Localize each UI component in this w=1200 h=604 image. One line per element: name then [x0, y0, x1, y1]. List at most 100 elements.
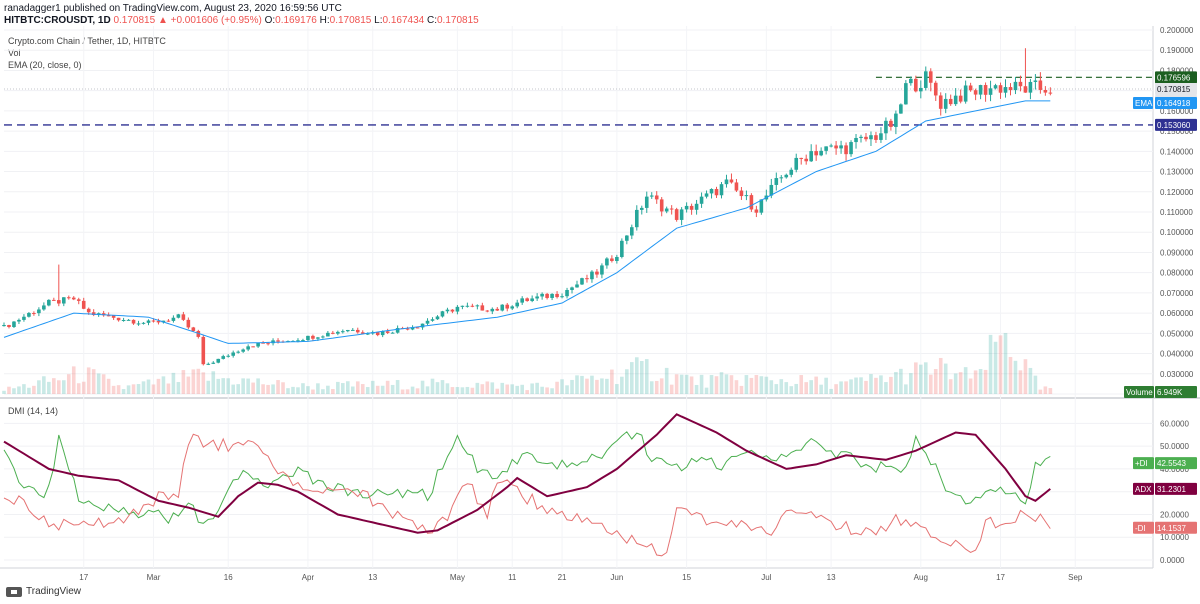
candle-body — [181, 314, 186, 320]
volume-bar — [460, 387, 465, 394]
dmi-tick-label: 20.0000 — [1160, 510, 1189, 519]
volume-bar — [978, 369, 983, 394]
price-tick-label: 0.080000 — [1160, 269, 1194, 278]
candle-body — [91, 312, 96, 316]
candle-body — [983, 85, 988, 95]
candle-body — [899, 104, 903, 114]
candle-body — [61, 297, 66, 304]
candle-body — [540, 293, 544, 297]
volume-bar — [859, 377, 863, 394]
candle-body — [879, 133, 883, 140]
candle-body — [440, 311, 445, 317]
volume-bar — [1008, 356, 1013, 394]
volume-bar — [350, 386, 355, 394]
candle-body — [694, 203, 699, 210]
price-tick-label: 0.160000 — [1160, 107, 1194, 116]
volume-bar — [370, 380, 375, 394]
candle-body — [734, 182, 739, 191]
volume-bar — [739, 385, 744, 394]
adx-value-tag: 31.2301 — [1157, 485, 1186, 494]
volume-bar — [943, 363, 948, 394]
candle-body — [585, 278, 589, 280]
volume-bar — [864, 380, 868, 394]
candle-body — [560, 296, 564, 298]
volume-bar — [585, 378, 589, 394]
candle-body — [415, 327, 420, 329]
candle-body — [555, 293, 559, 298]
candle-body — [111, 315, 116, 318]
candle-body — [714, 188, 719, 196]
volume-bar — [151, 384, 156, 394]
minus-di-value-tag: 14.1537 — [1157, 524, 1186, 533]
volume-bar — [32, 385, 36, 394]
volume-bar — [61, 380, 66, 394]
candle-body — [894, 113, 898, 127]
candle-body — [590, 271, 594, 280]
candle-body — [306, 335, 310, 341]
volume-bar — [121, 389, 126, 394]
volume-bar — [625, 369, 629, 394]
volume-bar — [171, 372, 176, 394]
minus-di-name-tag: -DI — [1135, 524, 1146, 533]
candle-body — [500, 304, 505, 311]
volume-bar — [664, 367, 669, 394]
volume-bar — [679, 374, 684, 394]
volume-bar — [286, 388, 290, 394]
candle-body — [649, 195, 654, 197]
volume-bar — [211, 371, 216, 394]
candle-body — [42, 305, 46, 310]
time-tick-label: 11 — [508, 573, 517, 582]
volume-bar — [136, 384, 141, 394]
candle-body — [1038, 80, 1043, 90]
volume-bar — [968, 378, 973, 394]
adx-value-tag-bg — [1155, 482, 1197, 495]
volume-bar — [699, 374, 704, 394]
candle-body — [261, 342, 265, 344]
candle-body — [2, 325, 6, 327]
price-tick-label: 0.050000 — [1160, 329, 1194, 338]
resistance-tag: 0.176596 — [1157, 73, 1191, 82]
candle-body — [350, 329, 355, 331]
candle-body — [321, 336, 325, 338]
volume-bar — [196, 368, 201, 394]
volume-bar — [336, 381, 340, 394]
volume-bar — [923, 362, 928, 394]
candle-body — [455, 306, 460, 312]
candle-body — [231, 352, 235, 356]
volume-bar — [1013, 360, 1018, 394]
volume-bar — [729, 375, 734, 394]
volume-bar — [1048, 388, 1053, 394]
candle-body — [654, 195, 659, 200]
volume-bar — [904, 384, 908, 394]
volume-bar — [420, 380, 425, 394]
candle-body — [201, 336, 206, 365]
candle-body — [156, 320, 161, 323]
volume-bar — [2, 390, 6, 394]
high-label: H: — [319, 15, 330, 26]
volume-bar — [829, 388, 833, 394]
candle-body — [266, 343, 270, 345]
candle-body — [634, 209, 639, 228]
volume-bar — [425, 386, 430, 394]
close-label: C: — [427, 15, 437, 26]
volume-bar — [779, 379, 784, 394]
time-tick-label: Sep — [1068, 573, 1083, 582]
volume-bar — [993, 341, 998, 394]
volume-bar — [375, 385, 380, 394]
candle-body — [1003, 87, 1008, 93]
volume-bar — [435, 382, 440, 394]
horizontal-levels[interactable] — [4, 76, 1153, 126]
volume-bar — [201, 372, 206, 394]
candle-body — [12, 321, 16, 328]
volume-bar — [176, 382, 181, 394]
candle-body — [834, 145, 838, 149]
low-label: L: — [374, 15, 383, 26]
candle-body — [884, 120, 888, 134]
candle-body — [749, 195, 754, 210]
candle-body — [754, 209, 759, 213]
volume-bar — [96, 373, 101, 394]
price-tick-label: 0.100000 — [1160, 228, 1194, 237]
time-tick-label: 15 — [682, 573, 691, 582]
volume-bar — [485, 381, 490, 394]
